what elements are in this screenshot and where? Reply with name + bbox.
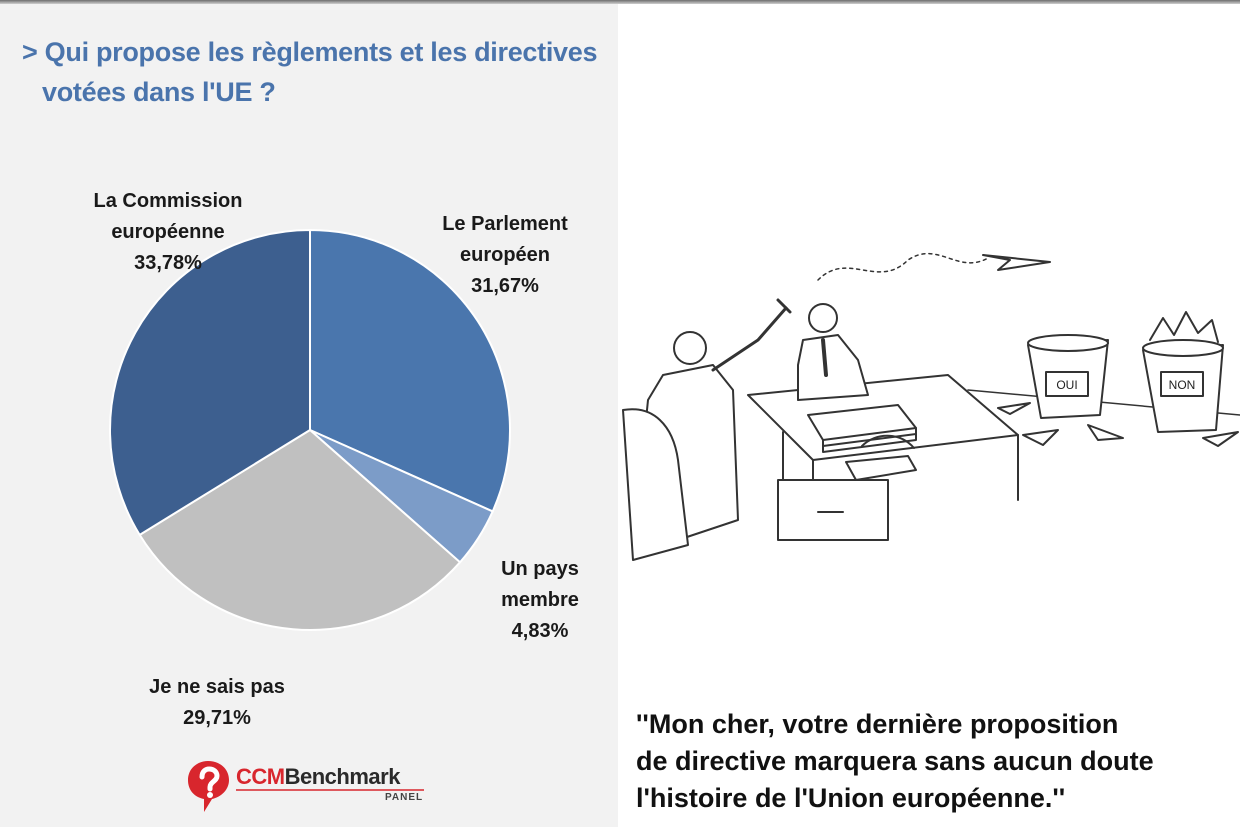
pie-slice-commission [109, 228, 311, 537]
label-pays-text: Un pays membre [501, 558, 579, 611]
caption-line1: ''Mon cher, votre dernière proposition [636, 709, 1119, 739]
label-commission-text: La Commission européenne [93, 190, 243, 243]
label-parlement: Le Parlement européen 31,67% [420, 178, 590, 333]
label-parlement-pct: 31,67% [471, 275, 539, 297]
logo-ccm: CCM [236, 764, 285, 789]
phone-icon [845, 455, 917, 481]
paper-plane-icon [982, 254, 1051, 271]
label-pays-membre: Un pays membre 4,83% [478, 523, 602, 678]
cartoon-caption: ''Mon cher, votre dernière proposition d… [636, 706, 1236, 817]
label-commission: La Commission européenne 33,78% [68, 155, 268, 310]
chart-title-line1: > Qui propose les règlements et les dire… [22, 37, 598, 67]
logo-panel: PANEL [385, 792, 424, 803]
pie-chart [109, 228, 511, 631]
label-nsp-text: Je ne sais pas [149, 676, 285, 698]
ccm-logo [188, 761, 424, 812]
logo-wordmark: CCMBenchmark [236, 764, 400, 790]
cartoon-illustration: OUI NON [622, 252, 1240, 561]
caption-line2: de directive marquera sans aucun doute [636, 746, 1154, 776]
chart-title: > Qui propose les règlements et les dire… [22, 32, 602, 112]
logo-benchmark: Benchmark [284, 764, 401, 789]
pie-slice-parlement [309, 228, 511, 513]
label-nsp-pct: 29,71% [183, 707, 251, 729]
bin-non-label: NON [1169, 378, 1196, 392]
question-mark-icon [188, 761, 229, 812]
caption-line3: l'histoire de l'Union européenne.'' [636, 783, 1066, 813]
plane-trail [817, 252, 989, 281]
seated-man [808, 303, 838, 333]
pie-slice-je-ne-sais-pas [138, 428, 462, 631]
label-pays-pct: 4,83% [511, 620, 569, 642]
label-parlement-text: Le Parlement européen [442, 213, 568, 266]
label-commission-pct: 33,78% [134, 252, 202, 274]
label-je-ne-sais-pas: Je ne sais pas 29,71% [122, 641, 312, 765]
top-bar [0, 0, 1240, 4]
bin-oui-label: OUI [1056, 378, 1077, 392]
chart-title-line2: votées dans l'UE ? [42, 77, 276, 107]
standing-man [673, 331, 707, 365]
